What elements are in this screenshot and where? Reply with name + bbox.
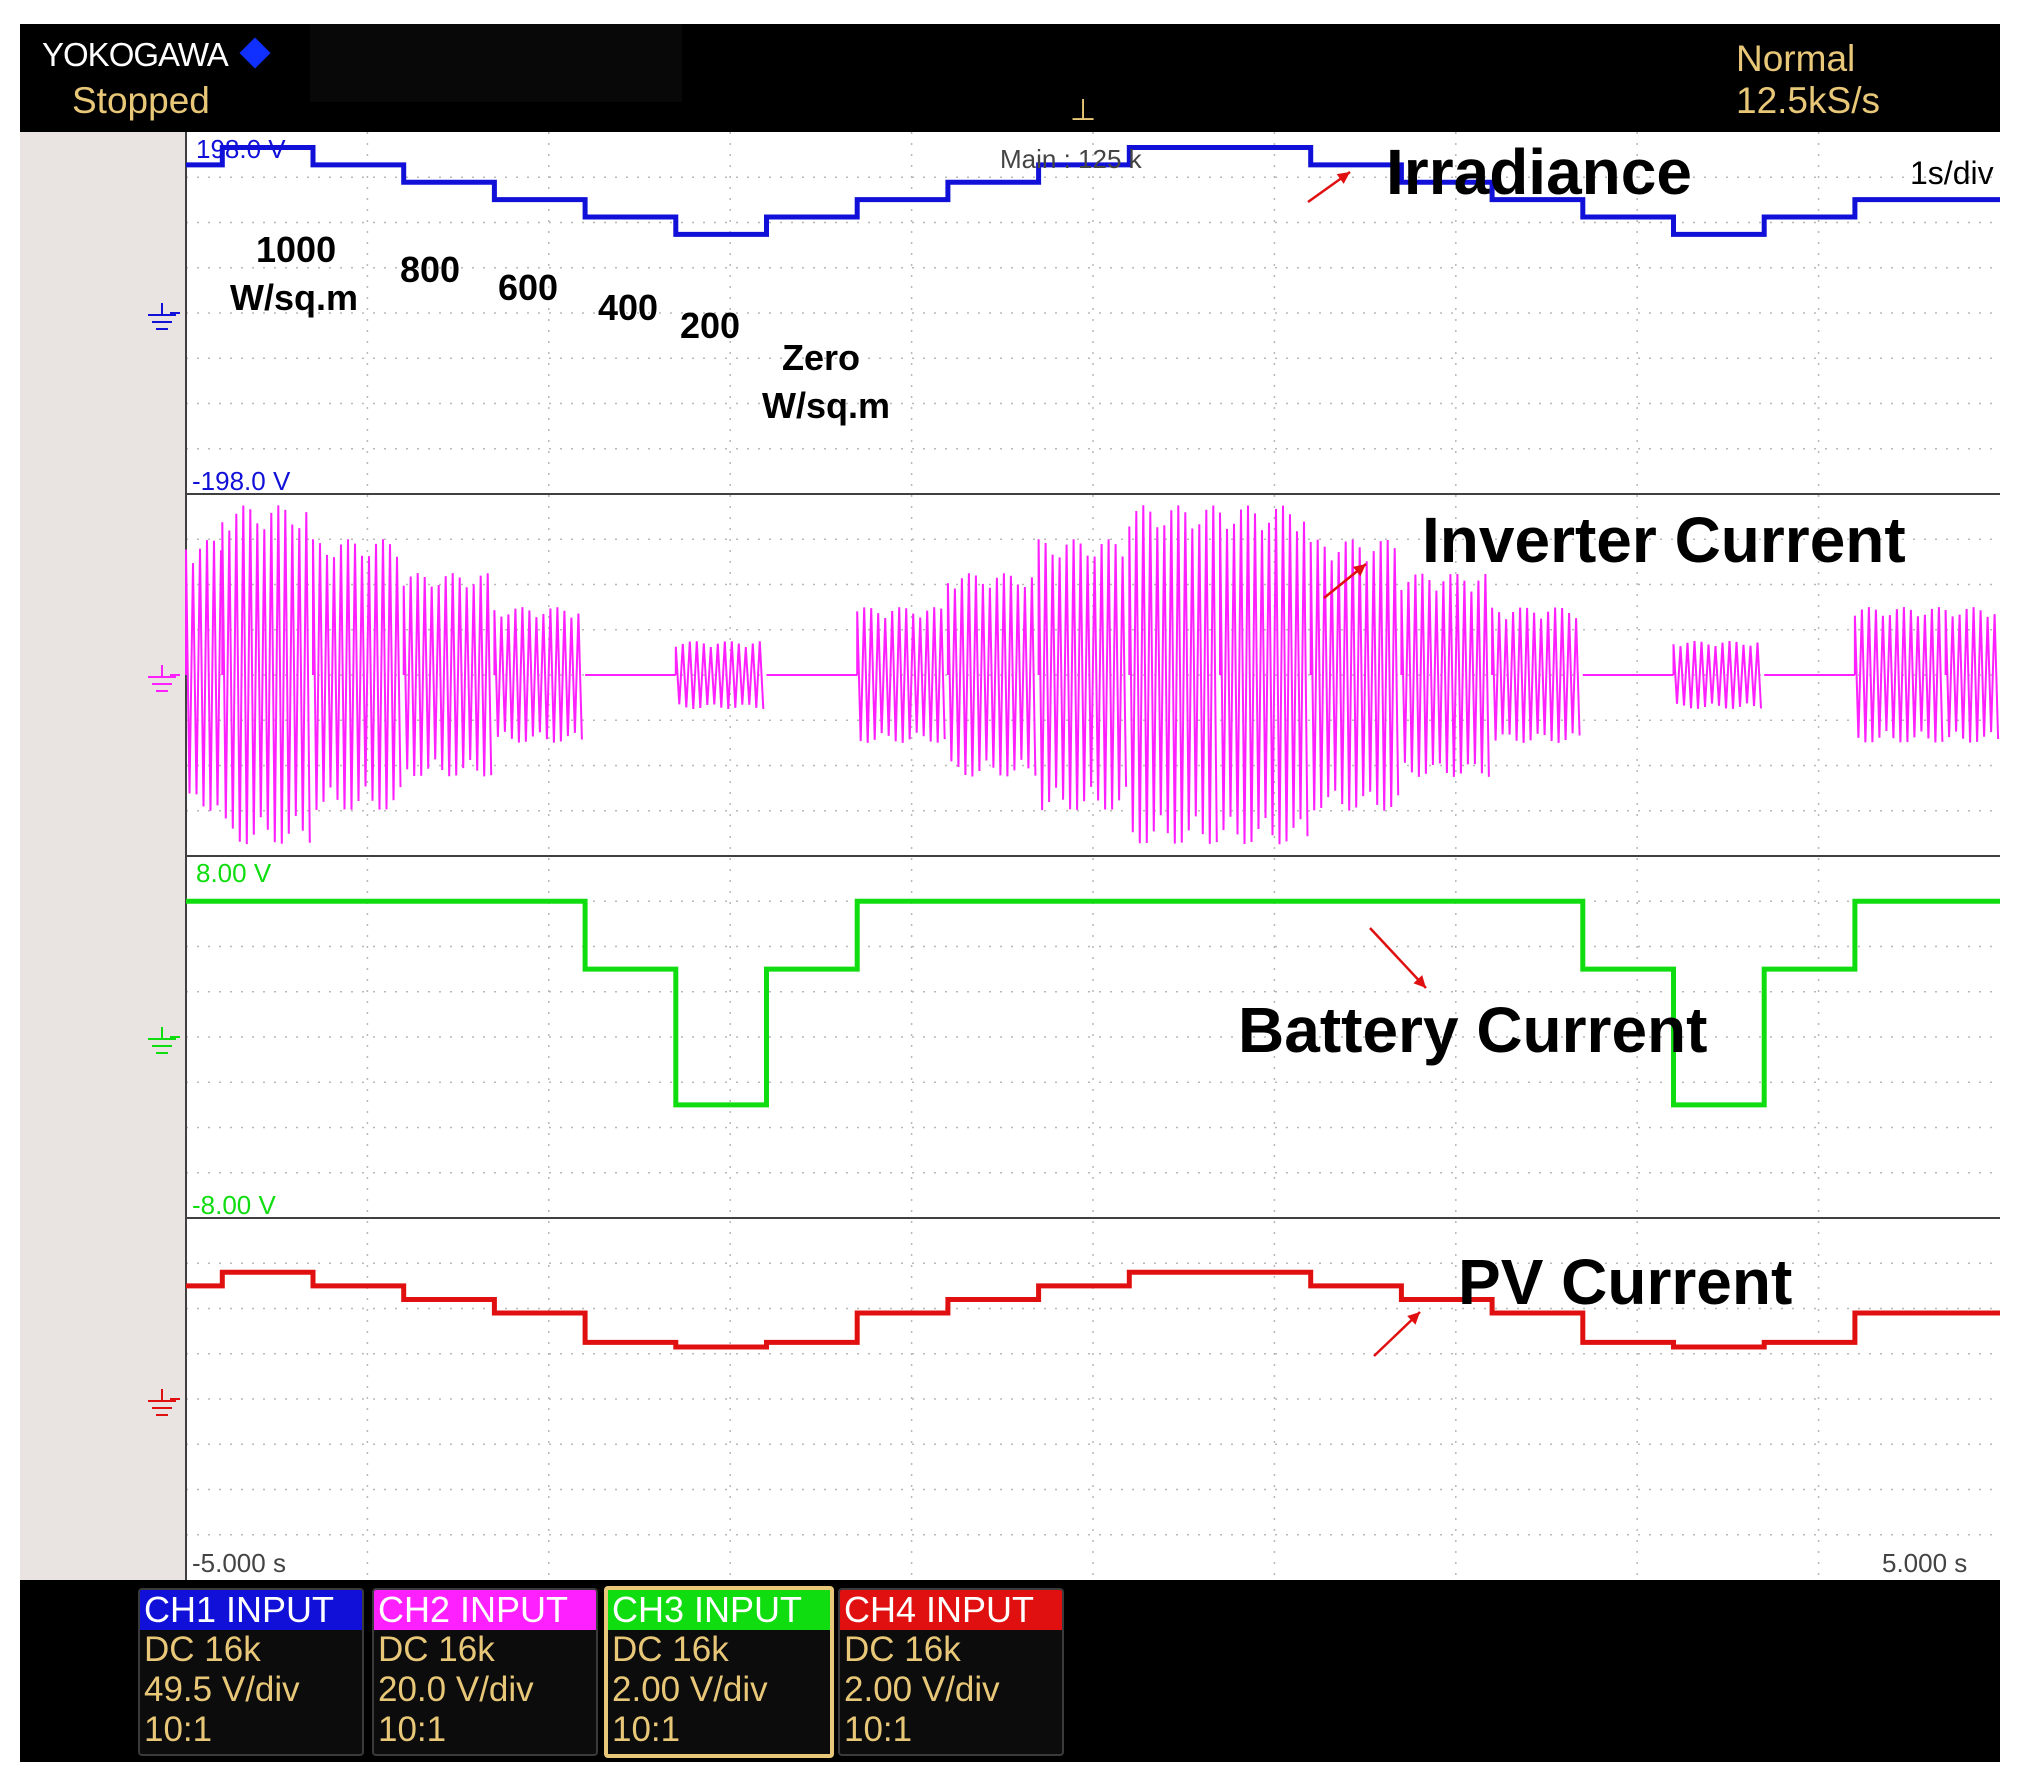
channel-title: CH1 INPUT — [140, 1590, 362, 1630]
timebase-label: 1s/div — [1910, 155, 1994, 191]
irradiance-step-label: W/sq.m — [230, 277, 358, 318]
ch1-bottom-scale-label: -198.0 V — [192, 466, 291, 496]
channel-coupling: DC 16k — [378, 1630, 495, 1669]
channel-coupling: DC 16k — [844, 1630, 961, 1669]
channel-title: CH3 INPUT — [608, 1590, 830, 1630]
ground-marker-icon — [148, 1389, 180, 1416]
irradiance-step-label: W/sq.m — [762, 385, 890, 426]
annotation-arrowhead — [1407, 1312, 1420, 1325]
channel-scale: 2.00 V/div — [844, 1670, 1000, 1709]
ch4-trace — [186, 1269, 2000, 1350]
ch3-trace — [186, 898, 2000, 1108]
brand-text: YOKOGAWA — [42, 36, 227, 73]
irradiance-step-label: 200 — [680, 305, 740, 346]
channel-title: CH2 INPUT — [374, 1590, 596, 1630]
x-axis-start-label: -5.000 s — [192, 1548, 286, 1578]
panel-title-4: PV Current — [1458, 1246, 1792, 1318]
channel-probe-ratio: 10:1 — [378, 1710, 447, 1749]
irradiance-step-label: 800 — [400, 249, 460, 290]
panel-title-3: Battery Current — [1238, 994, 1707, 1066]
ch1-trace — [186, 145, 2000, 237]
x-axis-end-label: 5.000 s — [1882, 1548, 1967, 1578]
panel-title-2: Inverter Current — [1422, 504, 1906, 576]
trigger-mode: Normal — [1736, 38, 1856, 79]
ch2-trace — [185, 505, 2000, 845]
channel-4-info[interactable]: CH4 INPUT DC 16k 2.00 V/div 10:1 — [838, 1588, 1064, 1756]
channel-probe-ratio: 10:1 — [844, 1710, 913, 1749]
channel-probe-ratio: 10:1 — [612, 1710, 681, 1749]
irradiance-step-label: 400 — [598, 287, 658, 328]
record-length-label: Main : 125 k — [1000, 144, 1143, 174]
ground-marker-icon — [148, 1027, 180, 1054]
diamond-icon — [239, 37, 271, 69]
irradiance-step-label: 1000 — [256, 229, 336, 270]
trigger-position-icon: ⊥ — [1070, 93, 1097, 128]
channel-probe-ratio: 10:1 — [144, 1710, 213, 1749]
channel-scale: 2.00 V/div — [612, 1670, 768, 1709]
channel-coupling: DC 16k — [144, 1630, 261, 1669]
brand-logo: YOKOGAWA — [42, 36, 271, 74]
channel-2-info[interactable]: CH2 INPUT DC 16k 20.0 V/div 10:1 — [372, 1588, 598, 1756]
annotation-arrowhead — [1352, 564, 1366, 577]
channel-info-bar: CH1 INPUT DC 16k 49.5 V/div 10:1 CH2 INPUT DC… — [20, 1580, 2000, 1762]
ch1-top-scale-label: 198.0 V — [196, 134, 286, 164]
annotation-arrowhead — [1413, 975, 1426, 988]
annotation-arrow — [1369, 927, 1427, 989]
acquisition-state: Stopped — [72, 80, 210, 121]
ground-marker-icon — [148, 665, 180, 692]
channel-3-info[interactable]: CH3 INPUT DC 16k 2.00 V/div 10:1 — [604, 1586, 834, 1758]
ch3-top-scale-label: 8.00 V — [196, 858, 272, 888]
channel-scale: 20.0 V/div — [378, 1670, 534, 1709]
channel-title: CH4 INPUT — [840, 1590, 1062, 1630]
ground-marker-icon — [148, 303, 180, 330]
panel-title-1: Irradiance — [1386, 136, 1692, 208]
sample-rate: 12.5kS/s — [1736, 80, 1880, 121]
channel-1-info[interactable]: CH1 INPUT DC 16k 49.5 V/div 10:1 — [138, 1588, 364, 1756]
irradiance-step-label: Zero — [782, 337, 860, 378]
ch3-bottom-scale-label: -8.00 V — [192, 1190, 276, 1220]
annotation-arrowhead — [1336, 172, 1350, 184]
waveform-screen: 198.0 V -198.0 V 8.00 V -8.00 V -5.000 s 5.00… — [20, 132, 2000, 1580]
irradiance-step-label: 600 — [498, 267, 558, 308]
channel-scale: 49.5 V/div — [144, 1670, 300, 1709]
header-blank-panel — [310, 24, 682, 102]
oscilloscope-display: YOKOGAWA Stopped ⊥ Normal 12.5kS/s 198.0… — [20, 24, 2000, 1762]
waveform-plot: 198.0 V -198.0 V 8.00 V -8.00 V -5.000 s 5.00… — [148, 132, 2000, 1580]
channel-coupling: DC 16k — [612, 1630, 729, 1669]
